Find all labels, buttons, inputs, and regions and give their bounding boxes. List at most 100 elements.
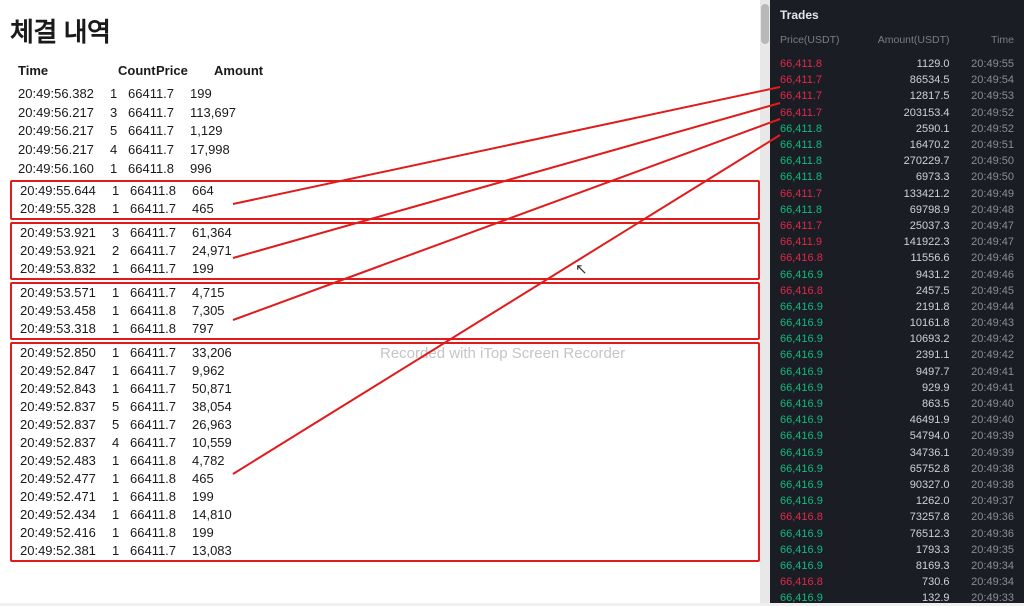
trade-price: 66,411.8 — [780, 204, 850, 216]
cell-count: 1 — [112, 201, 130, 216]
trade-time: 20:49:34 — [959, 576, 1014, 588]
cell-count: 1 — [112, 345, 130, 360]
trade-time: 20:49:50 — [959, 155, 1014, 167]
trade-time: 20:49:44 — [959, 301, 1014, 313]
header-time: Time — [18, 63, 118, 78]
cell-price: 66411.7 — [130, 399, 192, 414]
trade-price: 66,416.8 — [780, 511, 850, 523]
page-title: 체결 내역 — [10, 12, 760, 49]
cell-count: 4 — [112, 435, 130, 450]
header-count: Count — [118, 63, 156, 78]
trade-row: 66,416.8730.620:49:34 — [780, 574, 1014, 590]
trade-row: 66,411.869798.920:49:48 — [780, 202, 1014, 218]
cell-count: 1 — [112, 507, 130, 522]
cell-time: 20:49:53.571 — [20, 285, 112, 300]
cell-time: 20:49:52.416 — [20, 525, 112, 540]
trade-amount: 1793.3 — [860, 544, 950, 556]
cell-amount: 1,129 — [190, 123, 250, 138]
table-row: 20:49:52.434166411.814,810 — [12, 506, 758, 524]
trade-time: 20:49:47 — [959, 220, 1014, 232]
trade-row: 66,416.91793.320:49:35 — [780, 542, 1014, 558]
trade-amount: 730.6 — [860, 576, 950, 588]
trade-time: 20:49:39 — [959, 447, 1014, 459]
trade-price: 66,416.9 — [780, 269, 850, 281]
trade-amount: 46491.9 — [860, 414, 950, 426]
trades-panel: Trades Price(USDT) Amount(USDT) Time 66,… — [770, 0, 1024, 603]
trade-amount: 9431.2 — [860, 269, 950, 281]
trade-price: 66,411.8 — [780, 155, 850, 167]
trade-amount: 9497.7 — [860, 366, 950, 378]
table-row: 20:49:52.837566411.726,963 — [12, 416, 758, 434]
trade-amount: 73257.8 — [860, 511, 950, 523]
cell-price: 66411.7 — [130, 435, 192, 450]
cell-count: 5 — [110, 123, 128, 138]
trade-amount: 34736.1 — [860, 447, 950, 459]
cell-amount: 664 — [192, 183, 252, 198]
table-row: 20:49:53.921366411.761,364 — [12, 224, 758, 242]
trade-amount: 203153.4 — [860, 107, 950, 119]
trade-price: 66,416.9 — [780, 447, 850, 459]
trade-row: 66,411.81129.020:49:55 — [780, 56, 1014, 72]
scrollbar[interactable] — [760, 0, 770, 603]
trade-price: 66,411.7 — [780, 74, 850, 86]
trade-row: 66,411.712817.520:49:53 — [780, 88, 1014, 104]
trade-row: 66,416.9929.920:49:41 — [780, 380, 1014, 396]
cell-price: 66411.8 — [130, 303, 192, 318]
trade-price: 66,411.7 — [780, 220, 850, 232]
trade-row: 66,416.9 34736.1 20:49:39 — [780, 445, 1014, 461]
cell-count: 2 — [112, 243, 130, 258]
trade-price: 66,416.9 — [780, 301, 850, 313]
cell-time: 20:49:55.644 — [20, 183, 112, 198]
cell-price: 66411.8 — [130, 453, 192, 468]
cell-amount: 17,998 — [190, 142, 250, 157]
cell-count: 1 — [112, 363, 130, 378]
trade-time: 20:49:42 — [959, 333, 1014, 345]
table-row: 20:49:56.160166411.8996 — [10, 159, 760, 178]
trade-time: 20:49:37 — [959, 495, 1014, 507]
trade-amount: 2191.8 — [860, 301, 950, 313]
trade-row: 66,416.99431.220:49:46 — [780, 266, 1014, 282]
row-group: 20:49:56.382166411.719920:49:56.21736641… — [10, 84, 760, 178]
trade-amount: 76512.3 — [860, 528, 950, 540]
trade-row: 66,416.910161.820:49:43 — [780, 315, 1014, 331]
cell-price: 66411.7 — [130, 261, 192, 276]
trade-price: 66,416.9 — [780, 479, 850, 491]
trade-price: 66,416.9 — [780, 544, 850, 556]
table-row: 20:49:52.477166411.8465 — [12, 470, 758, 488]
trade-row: 66,416.99497.720:49:41 — [780, 364, 1014, 380]
table-row: 20:49:53.318166411.8797 — [12, 320, 758, 338]
trade-time: 20:49:54 — [959, 74, 1014, 86]
cell-price: 66411.8 — [130, 507, 192, 522]
cell-price: 66411.7 — [128, 105, 190, 120]
cell-count: 4 — [110, 142, 128, 157]
cell-count: 1 — [112, 489, 130, 504]
cell-time: 20:49:56.382 — [18, 86, 110, 101]
trade-amount: 1129.0 — [860, 58, 950, 70]
cell-time: 20:49:52.434 — [20, 507, 112, 522]
trade-price: 66,416.9 — [780, 430, 850, 442]
trade-row: 66,411.725037.320:49:47 — [780, 218, 1014, 234]
cell-amount: 24,971 — [192, 243, 252, 258]
scrollbar-thumb[interactable] — [761, 4, 769, 44]
trade-time: 20:49:51 — [959, 139, 1014, 151]
trade-price: 66,416.9 — [780, 333, 850, 345]
cell-price: 66411.7 — [128, 123, 190, 138]
cell-price: 66411.7 — [130, 381, 192, 396]
trade-row: 66,416.9863.520:49:40 — [780, 396, 1014, 412]
trade-time: 20:49:43 — [959, 317, 1014, 329]
trade-price: 66,416.9 — [780, 414, 850, 426]
table-row: 20:49:56.217366411.7113,697 — [10, 103, 760, 122]
trade-amount: 270229.7 — [860, 155, 950, 167]
cell-price: 66411.7 — [130, 243, 192, 258]
cell-time: 20:49:52.477 — [20, 471, 112, 486]
trade-row: 66,416.98169.320:49:34 — [780, 558, 1014, 574]
trade-time: 20:49:53 — [959, 90, 1014, 102]
cell-count: 1 — [112, 261, 130, 276]
cell-time: 20:49:56.217 — [18, 142, 110, 157]
trade-row: 66,416.873257.820:49:36 — [780, 509, 1014, 525]
trade-price: 66,411.8 — [780, 58, 850, 70]
table-row: 20:49:52.416166411.8199 — [12, 524, 758, 542]
trade-price: 66,411.9 — [780, 236, 850, 248]
table-row: 20:49:53.571166411.74,715 — [12, 284, 758, 302]
cell-count: 1 — [110, 86, 128, 101]
